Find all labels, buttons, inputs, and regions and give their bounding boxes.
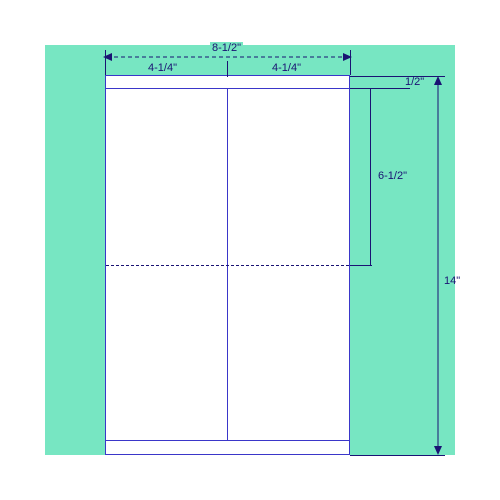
dim-gap-label: 1/2" — [405, 76, 424, 88]
ext-sheettop-right — [350, 76, 445, 77]
ext-tl — [105, 50, 106, 75]
dim-right-total-line — [434, 76, 444, 455]
ext-bottom-right — [350, 455, 445, 456]
dim-right-total-label: 14" — [444, 275, 460, 287]
ext-tr — [350, 50, 351, 75]
ext-perf-right — [350, 265, 372, 266]
dim-top-total-label: 8-1/2" — [210, 42, 243, 54]
dim-top-center-tick — [227, 61, 228, 77]
dim-mid-vline — [370, 88, 371, 265]
ext-top-right — [350, 88, 410, 89]
dim-top-left-label: 4-1/4" — [148, 62, 177, 74]
seam-bottom — [106, 440, 349, 441]
dim-mid-label: 6-1/2" — [378, 170, 407, 182]
dim-top-right-label: 4-1/4" — [272, 62, 301, 74]
perforation-horizontal — [106, 265, 349, 266]
diagram-canvas: { "colors":{ "background":"#77e6c2", "sh… — [0, 0, 500, 500]
